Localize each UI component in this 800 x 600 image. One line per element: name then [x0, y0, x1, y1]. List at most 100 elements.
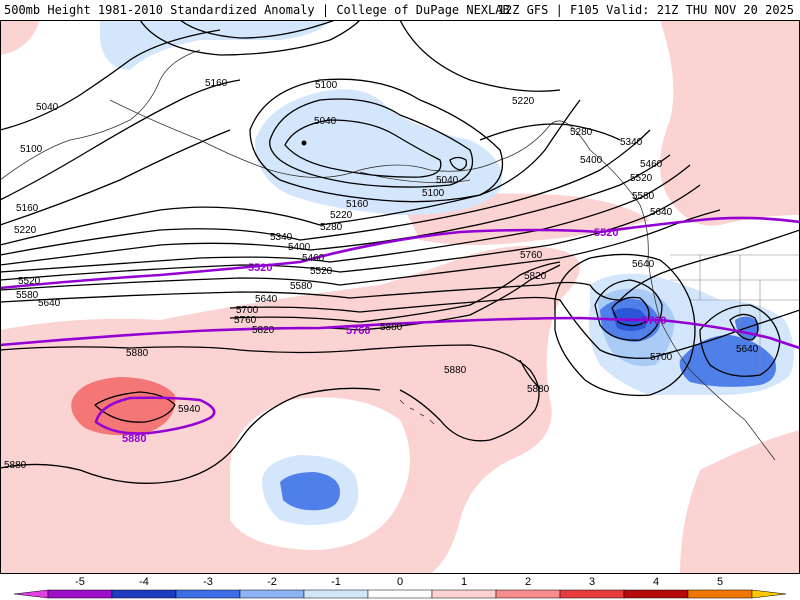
contour-5580	[0, 209, 721, 291]
contour-arctic-low-2	[139, 20, 361, 56]
highlight-label-5520-west: 5520	[248, 262, 272, 274]
label-5460-center: 5460	[302, 253, 325, 264]
label-5280-east: 5280	[570, 127, 593, 138]
contour-alaska-low-inner	[284, 119, 442, 178]
contour-5880-main	[0, 344, 540, 442]
contour-southwest-low-a	[699, 304, 781, 377]
colorbar-bin	[111, 589, 177, 599]
colorbar-tick-label: -2	[267, 576, 277, 588]
label-5280-center: 5280	[320, 222, 343, 233]
colorbar-arrow-left	[13, 589, 49, 599]
contour-5760	[229, 261, 561, 323]
label-5580-east: 5580	[632, 191, 655, 202]
contour-5280-east	[479, 123, 621, 141]
model-run-title: 12Z GFS | F105 Valid: 21Z THU NOV 20 202…	[497, 3, 794, 17]
colorbar-arrow-right	[751, 589, 787, 599]
contour-label-set: 5040 5100 5160 5220 5520 5580 5640 5880 …	[4, 78, 759, 471]
negative-anomaly-southwest	[679, 335, 776, 387]
colorbar-bin	[559, 589, 625, 599]
highlight-contour-5520	[0, 216, 800, 290]
contour-5400	[0, 154, 671, 266]
contour-5940	[93, 391, 176, 423]
colorbar-bin	[175, 589, 241, 599]
colorbar-tick-label: -3	[203, 576, 213, 588]
highlighted-contours	[0, 216, 800, 435]
label-5580-center: 5580	[290, 281, 313, 292]
colorbar-tick-label: 1	[461, 576, 467, 588]
label-5880-east-b: 5880	[527, 384, 550, 395]
colorbar-tick-label: -4	[139, 576, 149, 588]
colorbar-tick-label: 2	[525, 576, 531, 588]
label-5700-low: 5700	[650, 352, 673, 363]
label-5220-east: 5220	[512, 96, 535, 107]
label-5520-east: 5520	[630, 173, 653, 184]
highlight-label-5760-west: 5760	[346, 325, 370, 337]
contour-southwest-low-b	[729, 313, 759, 341]
label-5640-west: 5640	[38, 298, 61, 309]
negative-anomaly-arctic	[100, 20, 330, 70]
positive-anomaly-northwest	[0, 20, 40, 55]
colorbar-bin	[495, 589, 561, 599]
contour-5100-west	[0, 29, 221, 131]
label-5640-low: 5640	[632, 259, 655, 270]
negative-anomaly-alaska	[255, 89, 502, 215]
low-center-markers	[301, 140, 307, 146]
contour-alaska-low-outer	[249, 78, 504, 203]
colorbar-bin	[431, 589, 497, 599]
map-title: 500mb Height 1981-2010 Standardized Anom…	[4, 3, 510, 17]
label-5400-center: 5400	[288, 242, 311, 253]
contour-5700	[229, 296, 800, 359]
contour-alaska-low-core	[449, 156, 468, 171]
contour-5220-east	[399, 20, 561, 92]
colorbar-bin	[239, 589, 305, 599]
hawaii-islands	[399, 399, 435, 425]
label-5640-southwest: 5640	[736, 344, 759, 355]
colorbar-bin	[47, 589, 113, 599]
anomaly-fills	[0, 20, 800, 574]
label-5220-west: 5220	[14, 225, 37, 236]
label-5520-center: 5520	[310, 266, 333, 277]
contour-5880-east	[519, 359, 541, 389]
colorbar-tick-label: 3	[589, 576, 595, 588]
highlight-contour-5880	[94, 396, 216, 435]
contour-arctic-low	[179, 20, 336, 39]
label-5160-north: 5160	[205, 78, 228, 89]
state-borders	[670, 254, 800, 380]
label-5820-east: 5820	[524, 271, 547, 282]
label-5640-center: 5640	[255, 294, 278, 305]
colorbar-bin	[623, 589, 689, 599]
colorbar-bin	[303, 589, 369, 599]
label-5880-center: 5880	[126, 348, 149, 359]
colorbar-tick-label: -5	[75, 576, 85, 588]
highlight-label-set: 5520 5520 5760 5760 5880	[122, 227, 666, 445]
label-5100-north: 5100	[315, 80, 338, 91]
header: 500mb Height 1981-2010 Standardized Anom…	[0, 0, 800, 20]
negative-anomaly-central-pacific-core	[280, 472, 340, 511]
colorbar-bins	[13, 589, 787, 599]
colorbar-tick-label: 0	[397, 576, 403, 588]
siberia-coast	[0, 49, 201, 181]
colorbar-tick-label: 5	[717, 576, 723, 588]
label-5760-center: 5760	[234, 315, 257, 326]
label-5340-center: 5340	[270, 232, 293, 243]
low-center-alaska	[301, 140, 307, 146]
colorbar: -5 -4 -3 -2 -1 0 1 2 3 4 5	[0, 574, 800, 600]
contour-5880-south	[0, 387, 381, 484]
contour-5160-west	[0, 79, 241, 201]
contour-california-low-outer	[554, 253, 696, 397]
label-5400-east: 5400	[580, 155, 603, 166]
highlight-contour-5760	[0, 316, 800, 350]
label-5160-alaska: 5160	[346, 199, 369, 210]
map-canvas: 5040 5100 5160 5220 5520 5580 5640 5880 …	[0, 20, 800, 574]
contour-5280	[0, 99, 581, 246]
label-5220-center: 5220	[330, 210, 353, 221]
label-5880-mid: 5880	[380, 322, 403, 333]
highlight-label-5520-east: 5520	[594, 227, 618, 239]
label-5940: 5940	[178, 404, 201, 415]
label-5520-west: 5520	[18, 276, 41, 287]
label-5640-east: 5640	[650, 207, 673, 218]
label-5760-east: 5760	[520, 250, 543, 261]
contour-5640	[0, 229, 800, 303]
label-5100-west: 5100	[20, 144, 43, 155]
contour-5220-west	[0, 129, 231, 226]
